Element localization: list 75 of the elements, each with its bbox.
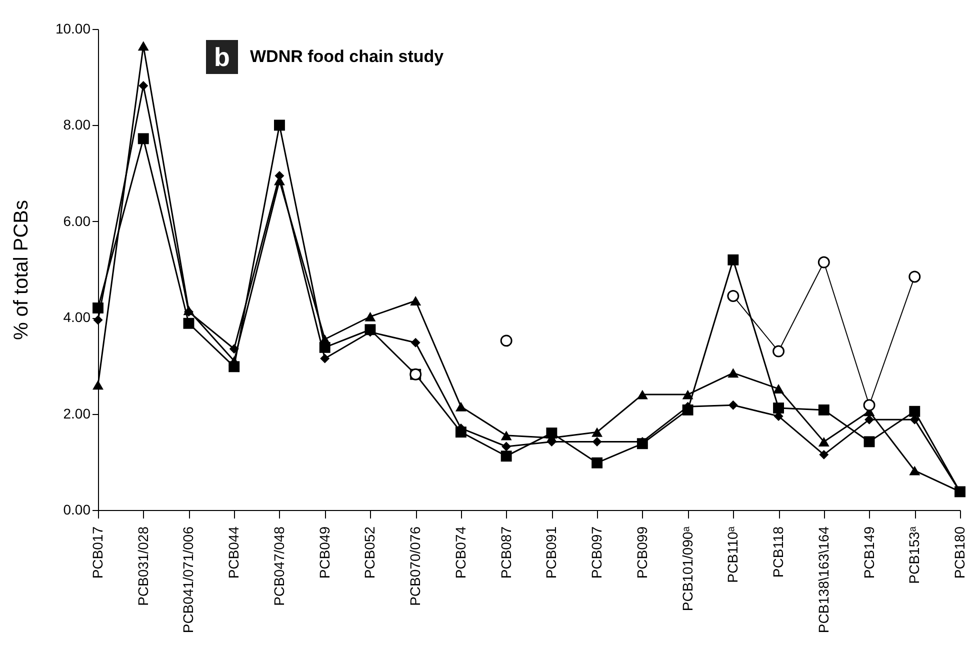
point <box>92 380 104 390</box>
point <box>727 290 740 302</box>
point <box>863 399 876 412</box>
annotation: b <box>206 40 238 74</box>
point <box>455 426 466 438</box>
y-tick-label: 10.00 <box>55 20 91 36</box>
point <box>728 400 738 410</box>
x-tick-label: PCB087 <box>498 526 514 579</box>
point <box>364 324 376 336</box>
point <box>500 334 512 347</box>
point <box>138 133 149 144</box>
point <box>546 428 558 439</box>
x-tick-label: PCB153ᵃ <box>906 526 922 584</box>
point <box>592 436 602 446</box>
x-tick-label: PCB044 <box>226 526 242 579</box>
x-tick-label: PCB101/090ᵃ <box>679 526 696 612</box>
y-tick-label: 0.00 <box>63 502 91 518</box>
x-tick-label: PCB091 <box>543 526 560 579</box>
x-tick-label: PCB047/048 <box>270 526 287 606</box>
point <box>728 254 739 266</box>
x-tick-label: PCB138\163\164 <box>815 526 832 634</box>
point <box>864 414 874 424</box>
point <box>909 466 920 476</box>
point <box>908 270 921 283</box>
x-tick-label: PCB041/071/006 <box>180 526 196 634</box>
point <box>818 404 830 416</box>
point <box>410 338 420 348</box>
point <box>455 402 466 412</box>
point <box>410 296 422 306</box>
y-axis-title: % of total PCBs <box>10 200 32 340</box>
x-tick-label: PCB017 <box>90 526 106 579</box>
x-tick-label: PCB049 <box>316 526 332 579</box>
point <box>320 354 330 364</box>
point <box>864 436 875 448</box>
point <box>228 361 240 372</box>
x-tick-label: PCB031/028 <box>134 526 151 606</box>
point <box>364 312 376 322</box>
point <box>183 318 194 329</box>
point <box>502 442 512 452</box>
point <box>319 342 330 353</box>
point <box>772 345 785 358</box>
point <box>274 170 284 180</box>
point <box>592 427 603 437</box>
point <box>636 390 648 400</box>
y-tick-label: 6.00 <box>63 212 91 229</box>
point <box>500 450 512 462</box>
x-tick-label: PCB052 <box>362 526 378 579</box>
x-tick-label: PCB180 <box>952 526 968 579</box>
point <box>682 404 694 416</box>
point <box>773 384 784 394</box>
x-tick-label: PCB070/076 <box>407 526 424 606</box>
point <box>682 390 694 400</box>
y-tick-label: 4.00 <box>63 309 91 326</box>
x-tick-label: PCB099 <box>634 526 650 579</box>
point <box>818 256 830 268</box>
point <box>274 120 285 131</box>
point <box>818 436 830 446</box>
point <box>819 450 829 460</box>
point <box>773 402 784 414</box>
y-tick-label: 2.00 <box>63 405 91 422</box>
point <box>138 41 149 51</box>
y-tick-label: 8.00 <box>63 116 91 133</box>
point <box>909 406 920 417</box>
x-tick-label: PCB097 <box>588 526 605 579</box>
point <box>592 457 603 468</box>
point <box>138 81 148 90</box>
text: WDNR food chain study <box>250 47 444 67</box>
point <box>728 368 739 378</box>
point <box>500 430 512 440</box>
point <box>92 302 104 314</box>
point <box>636 438 648 450</box>
x-tick-label: PCB074 <box>452 526 468 579</box>
x-tick-label: PCB110ᵃ <box>724 526 741 583</box>
x-tick-label: PCB118 <box>770 526 786 578</box>
x-tick-label: PCB149 <box>860 526 877 579</box>
